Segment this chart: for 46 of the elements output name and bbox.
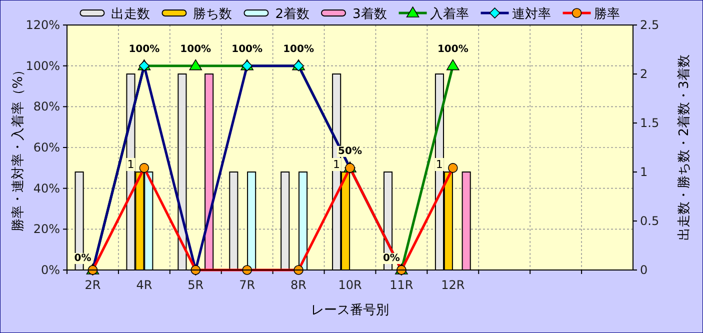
point — [189, 59, 202, 70]
data-label: 100% — [128, 44, 160, 55]
y-tick-label: 120% — [26, 18, 60, 32]
data-label: 1 — [333, 158, 340, 171]
data-label: 100% — [180, 44, 212, 55]
y2-axis-title: 出走数・勝ち数・2着数・3着数 — [676, 54, 692, 240]
x-tick-label: 4R — [136, 278, 152, 292]
x-tick-label: 11R — [390, 278, 414, 292]
x-tick-label: 12R — [441, 278, 465, 292]
y-axis-title: 勝率・連対率・入着率（%） — [10, 63, 26, 232]
y-tick-label: 60% — [33, 140, 60, 154]
data-label: 1 — [127, 158, 134, 171]
point — [139, 163, 150, 173]
legend-label: 入着率 — [430, 6, 469, 22]
x-tick-label: 5R — [188, 278, 204, 292]
x-tick-label: 8R — [290, 278, 307, 292]
x-tick-label: 2R — [84, 278, 101, 292]
legend-label: 出走数 — [111, 7, 150, 22]
y2-tick-label: 2.5 — [640, 18, 660, 32]
x-axis-title: レース番号別 — [311, 303, 389, 318]
data-label: 1 — [436, 158, 443, 171]
data-label: 0% — [382, 253, 400, 264]
y2-tick-label: 1 — [640, 165, 648, 179]
y-tick-label: 0% — [40, 263, 60, 277]
y-tick-label: 100% — [26, 58, 60, 73]
data-label: 100% — [232, 44, 263, 55]
legend-label: 勝ち数 — [193, 7, 232, 22]
data-label: 100% — [437, 44, 468, 55]
y2-tick-label: 0.5 — [640, 214, 660, 228]
y-tick-label: 20% — [33, 222, 60, 236]
data-label: 50% — [338, 146, 362, 157]
y-tick-label: 40% — [33, 181, 60, 196]
point — [446, 59, 460, 70]
y-tick-label: 80% — [33, 100, 60, 114]
x-tick-label: 10R — [338, 278, 362, 292]
y2-tick-label: 1.5 — [640, 116, 660, 130]
legend-label: 2着数 — [275, 6, 310, 22]
legend-label: 勝率 — [594, 6, 620, 22]
point — [448, 163, 458, 173]
x-tick-label: 7R — [239, 278, 256, 292]
y2-tick-label: 0 — [640, 263, 648, 277]
legend-label: 連対率 — [512, 6, 551, 22]
legend-label: 3着数 — [352, 6, 387, 22]
data-label: 100% — [283, 44, 314, 55]
y2-tick-label: 2 — [640, 67, 648, 81]
data-label: 0% — [74, 253, 92, 264]
